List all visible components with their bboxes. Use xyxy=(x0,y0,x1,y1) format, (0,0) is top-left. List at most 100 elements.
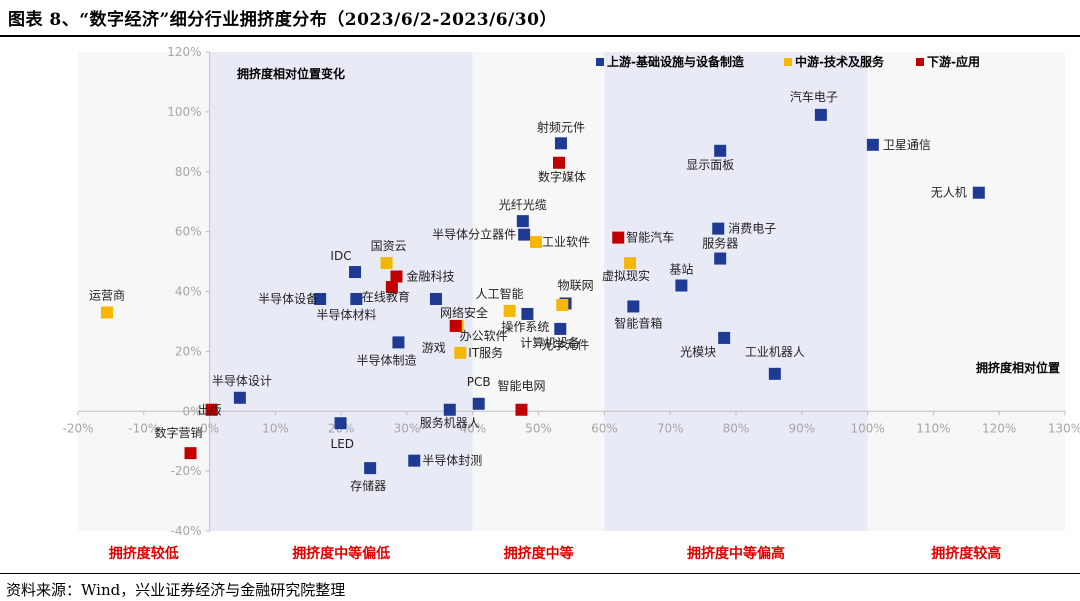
figure-title: 图表 8、“数字经济”细分行业拥挤度分布（2023/6/2-2023/6/30） xyxy=(8,10,557,30)
point-label: 工业机器人 xyxy=(745,345,805,359)
y-tick-label: -40% xyxy=(171,524,202,538)
zone-label: 拥挤度中等偏高 xyxy=(687,545,785,562)
point-label: 光纤光缆 xyxy=(499,198,547,212)
point-label: 国资云 xyxy=(371,239,407,253)
point-label: 服务机器人 xyxy=(420,415,480,430)
point-label: 智能汽车 xyxy=(626,230,674,245)
x-tick-label: 70% xyxy=(657,421,684,435)
point-label: 射频元件 xyxy=(537,119,585,134)
point-label: 半导体设备 xyxy=(258,292,318,306)
data-point xyxy=(712,222,725,235)
data-point xyxy=(554,322,567,335)
point-label: 半导体制造 xyxy=(356,353,416,367)
y-axis-title: 拥挤度相对位置变化 xyxy=(237,66,345,81)
point-label: 数字营销 xyxy=(155,425,203,440)
legend-label: 下游-应用 xyxy=(927,54,980,69)
crowding-zone xyxy=(604,52,868,531)
point-label: 办公软件 xyxy=(460,328,508,343)
data-point xyxy=(552,156,565,169)
point-label: 数字媒体 xyxy=(538,169,586,184)
data-point xyxy=(624,257,637,270)
data-point xyxy=(380,257,393,270)
data-point xyxy=(449,319,462,332)
zone-label: 拥挤度较低 xyxy=(109,545,179,562)
point-label: 半导体材料 xyxy=(316,308,376,322)
y-tick-label: 40% xyxy=(175,285,202,299)
data-point xyxy=(429,292,442,305)
point-label: 游戏 xyxy=(422,341,446,355)
zone-label: 拥挤度较高 xyxy=(931,545,1001,562)
data-point xyxy=(443,403,456,416)
data-point xyxy=(675,279,688,292)
x-tick-label: 130% xyxy=(1048,421,1080,435)
x-tick-label: 10% xyxy=(262,421,289,435)
point-label: 汽车电子 xyxy=(790,89,838,104)
point-label: 半导体封测 xyxy=(422,454,482,468)
x-tick-label: 90% xyxy=(788,421,815,435)
x-tick-label: 50% xyxy=(525,421,552,435)
crowding-scatter-chart: 拥挤度较低 拥挤度中等偏低 拥挤度中等 拥挤度中等偏高 拥挤度较高 -20% -10% 0%… xyxy=(62,45,1080,562)
data-point xyxy=(184,447,197,460)
data-point xyxy=(350,292,363,305)
y-tick-label: 120% xyxy=(167,45,201,59)
point-label: 计算机设备 xyxy=(520,335,580,350)
point-label: IT服务 xyxy=(468,345,503,360)
data-point xyxy=(392,336,405,349)
data-point xyxy=(233,391,246,404)
data-point xyxy=(518,228,531,241)
title-rule xyxy=(0,35,1080,37)
point-label: 光学元件 xyxy=(541,337,589,352)
data-point xyxy=(627,300,640,313)
data-point xyxy=(454,346,467,359)
y-tick-label: 100% xyxy=(167,105,201,119)
crowding-zone xyxy=(209,52,473,531)
x-tick-label: 0% xyxy=(200,421,219,435)
point-label: 半导体分立器件 xyxy=(432,227,516,242)
data-point xyxy=(472,397,485,410)
data-point xyxy=(529,236,542,249)
point-label: 存储器 xyxy=(350,478,386,493)
point-label: 消费电子 xyxy=(728,222,776,236)
x-tick-label: 110% xyxy=(916,421,950,435)
point-label: PCB xyxy=(467,375,491,389)
source-rule xyxy=(0,573,1080,574)
x-tick-label: -20% xyxy=(62,421,93,435)
data-point xyxy=(314,292,327,305)
point-label: 无人机 xyxy=(931,186,967,200)
x-tick-label: 30% xyxy=(394,421,421,435)
zone-label: 拥挤度中等偏低 xyxy=(292,545,390,562)
x-tick-label: 40% xyxy=(459,421,486,435)
data-point xyxy=(364,462,377,475)
source-note: 资料来源：Wind，兴业证券经济与金融研究院整理 xyxy=(6,581,346,599)
data-point xyxy=(714,252,727,265)
point-label: 半导体设计 xyxy=(212,374,272,388)
data-point xyxy=(612,231,625,244)
x-axis-title: 拥挤度相对位置 xyxy=(976,360,1060,375)
point-label: LED xyxy=(331,437,355,451)
data-point xyxy=(385,281,398,294)
y-tick-label: 80% xyxy=(175,165,202,179)
data-point xyxy=(718,331,731,344)
point-label: 物联网 xyxy=(558,278,594,292)
legend-swatch xyxy=(784,58,792,66)
title-bar: 图表 8、“数字经济”细分行业拥挤度分布（2023/6/2-2023/6/30） xyxy=(0,0,1080,36)
point-label: 在线教育 xyxy=(362,289,410,304)
data-point xyxy=(768,367,781,380)
point-label: 出版 xyxy=(198,403,222,417)
zone-label: 拥挤度中等 xyxy=(504,545,574,562)
data-point xyxy=(714,144,727,157)
x-tick-label: 80% xyxy=(723,421,750,435)
data-point xyxy=(334,417,347,430)
data-point xyxy=(814,108,827,121)
legend-label: 中游-技术及服务 xyxy=(795,54,885,69)
crowding-zone xyxy=(472,52,605,531)
crowding-zone xyxy=(867,52,1065,531)
point-label: 虚拟现实 xyxy=(602,268,650,283)
point-label: 智能音箱 xyxy=(614,315,662,330)
point-label: 卫星通信 xyxy=(883,138,931,152)
point-label: 金融科技 xyxy=(406,269,454,284)
legend-label: 上游-基础设施与设备制造 xyxy=(607,54,745,69)
point-label: 工业软件 xyxy=(542,235,590,249)
point-label: 网络安全 xyxy=(440,305,488,320)
x-tick-label: 100% xyxy=(850,421,884,435)
